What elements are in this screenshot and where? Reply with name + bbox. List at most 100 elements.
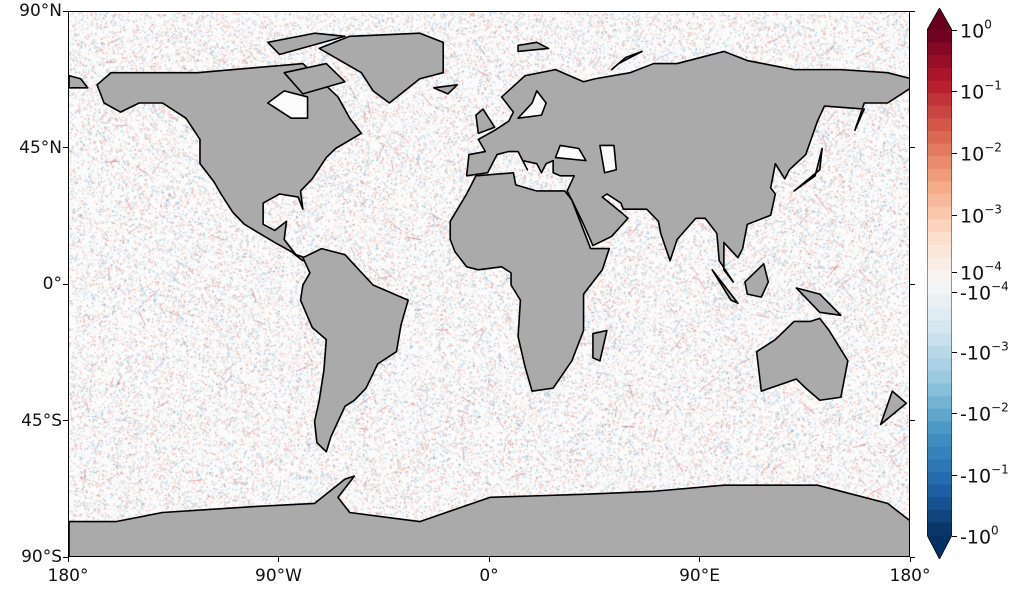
new-zealand-landmass bbox=[879, 390, 908, 426]
colorbar-tick-mark bbox=[952, 214, 957, 216]
tick-exponent: 0 bbox=[984, 17, 992, 32]
colorbar-segment bbox=[927, 131, 952, 145]
new-guinea-landmass bbox=[795, 287, 842, 317]
colorbar-segment bbox=[927, 358, 952, 372]
colorbar-segment bbox=[927, 143, 952, 157]
colorbar-tick-mark bbox=[952, 412, 957, 414]
tick-base: 10 bbox=[966, 526, 992, 549]
colorbar-tick-label: 10−1 bbox=[960, 79, 1002, 104]
colorbar-segment bbox=[927, 522, 952, 536]
tick-exponent: −4 bbox=[984, 259, 1002, 274]
tick-exponent: 0 bbox=[991, 523, 999, 538]
tick-base: 10 bbox=[960, 20, 985, 43]
colorbar-segment bbox=[927, 219, 952, 233]
tick-base: 10 bbox=[960, 81, 985, 104]
lon-tick-label: 90°E bbox=[679, 566, 720, 586]
tick-base: 10 bbox=[960, 143, 985, 166]
lat-tick-label: 90°S bbox=[21, 547, 62, 567]
colorbar-segment bbox=[927, 168, 952, 182]
africa-landmass bbox=[449, 171, 611, 392]
lon-tick-label: 0° bbox=[479, 566, 499, 586]
land-layer bbox=[69, 32, 909, 556]
tick-sign: - bbox=[960, 403, 967, 426]
colorbar-tick-label: -10−4 bbox=[960, 280, 1009, 305]
lat-tick-mark bbox=[910, 556, 915, 558]
colorbar-segment bbox=[927, 244, 952, 258]
japan-landmass bbox=[793, 147, 823, 192]
lon-tick-mark bbox=[67, 557, 69, 562]
great-britain-landmass bbox=[475, 108, 496, 135]
novaya-zemlya-landmass bbox=[610, 50, 643, 71]
colorbar-segment bbox=[927, 194, 952, 208]
baltic-sea-water-body bbox=[517, 90, 547, 119]
tick-base: 10 bbox=[966, 403, 992, 426]
lat-tick-mark bbox=[63, 556, 68, 558]
lat-tick-mark bbox=[63, 420, 68, 421]
tick-base: 10 bbox=[966, 465, 992, 488]
australia-landmass bbox=[755, 317, 849, 402]
colorbar-tick-label: 10−2 bbox=[960, 141, 1002, 166]
lon-tick-mark bbox=[278, 557, 279, 562]
tick-exponent: −1 bbox=[984, 78, 1002, 93]
colorbar-tick-label: -100 bbox=[960, 524, 999, 549]
greenland-landmass bbox=[318, 32, 445, 104]
lat-tick-mark bbox=[63, 283, 68, 285]
borneo-landmass bbox=[744, 262, 770, 298]
lon-tick-mark bbox=[488, 557, 490, 562]
colorbar-segment bbox=[927, 509, 952, 523]
colorbar-tick-label: 10−4 bbox=[960, 260, 1002, 285]
svalbard-landmass bbox=[517, 41, 550, 53]
tick-base: 10 bbox=[966, 282, 992, 305]
tick-exponent: −2 bbox=[991, 400, 1009, 415]
colorbar-tick-mark bbox=[952, 152, 957, 154]
south-america-landmass bbox=[299, 247, 409, 453]
colorbar-segment bbox=[927, 93, 952, 107]
tick-exponent: −2 bbox=[984, 140, 1002, 155]
tick-exponent: −4 bbox=[991, 279, 1009, 294]
hudson-bay-water-body bbox=[267, 90, 309, 119]
colorbar-segment bbox=[927, 105, 952, 119]
colorbar-tick-label: 100 bbox=[960, 18, 992, 43]
colorbar-segment bbox=[927, 42, 952, 56]
lat-tick-mark bbox=[63, 147, 68, 148]
colorbar-tick-label: -10−3 bbox=[960, 340, 1009, 365]
colorbar-segment bbox=[927, 206, 952, 220]
madagascar-landmass bbox=[592, 329, 608, 362]
caspian-sea-water-body bbox=[599, 144, 618, 174]
lat-tick-mark bbox=[910, 420, 915, 421]
colorbar-tick-mark bbox=[952, 90, 957, 92]
colorbar-segment bbox=[927, 446, 952, 460]
colorbar-segment bbox=[927, 118, 952, 132]
north-america-landmass bbox=[96, 62, 363, 262]
tick-sign: - bbox=[960, 526, 967, 549]
colorbar-segment bbox=[927, 370, 952, 384]
colorbar-segment bbox=[927, 67, 952, 81]
colorbar-segment bbox=[927, 307, 952, 321]
tick-sign: - bbox=[960, 465, 967, 488]
tick-exponent: −3 bbox=[984, 202, 1002, 217]
colorbar-extend-max bbox=[927, 8, 952, 30]
sumatra-landmass bbox=[711, 269, 739, 305]
eurasia-landmass bbox=[465, 50, 909, 283]
antarctica-landmass bbox=[69, 475, 909, 556]
ellesmere-landmass bbox=[267, 32, 346, 56]
colorbar-segment bbox=[927, 459, 952, 473]
colorbar-segment bbox=[927, 408, 952, 422]
colorbar-extend-min bbox=[927, 535, 952, 559]
lat-tick-label: 45°N bbox=[19, 137, 62, 158]
colorbar bbox=[927, 8, 952, 559]
colorbar-segment bbox=[927, 282, 952, 296]
iceland-landmass bbox=[433, 84, 459, 95]
colorbar-segment bbox=[927, 396, 952, 410]
colorbar-tick-mark bbox=[952, 29, 957, 31]
lat-tick-label: 90°N bbox=[19, 1, 62, 21]
lon-tick-mark bbox=[909, 557, 911, 562]
colorbar-segment bbox=[927, 497, 952, 511]
colorbar-tick-mark bbox=[952, 535, 957, 537]
world-map bbox=[68, 11, 910, 557]
colorbar-tick-mark bbox=[952, 271, 957, 273]
colorbar-segment bbox=[927, 156, 952, 170]
colorbar-segment bbox=[927, 320, 952, 334]
colorbar-tick-label: -10−2 bbox=[960, 401, 1009, 426]
lon-tick-label: 180° bbox=[47, 566, 89, 586]
